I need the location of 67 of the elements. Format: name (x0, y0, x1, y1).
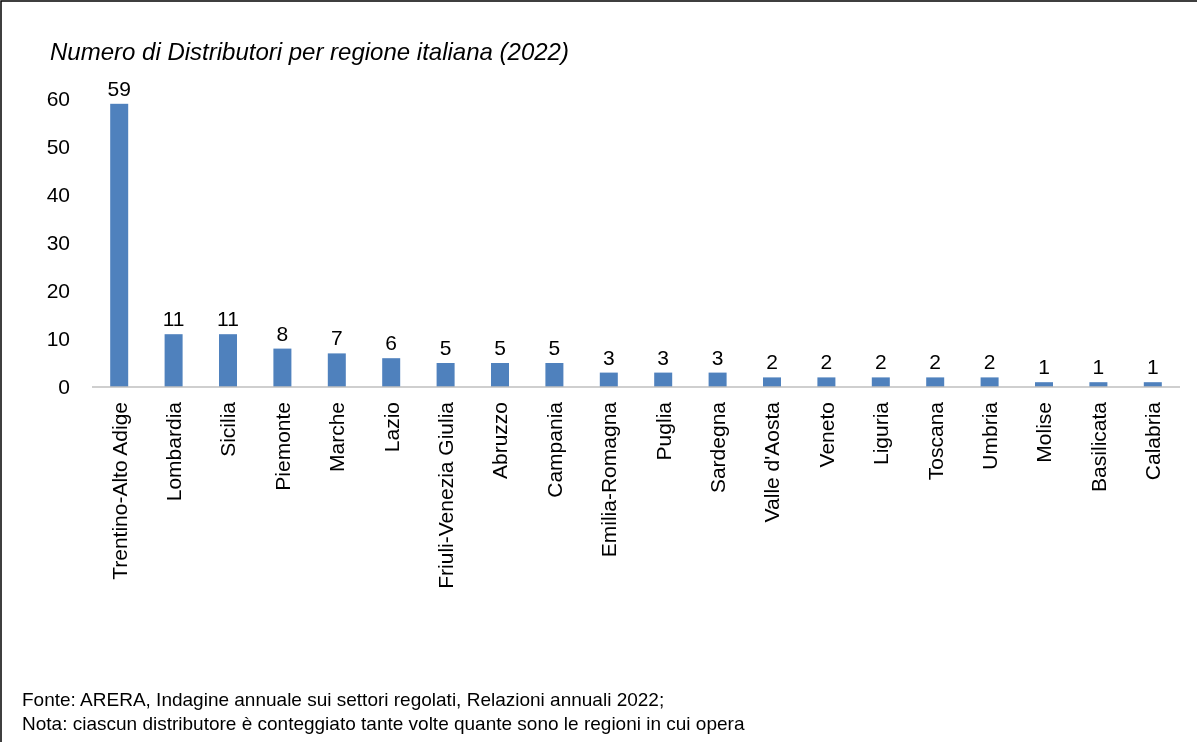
x-tick-label: Campania (542, 401, 566, 498)
y-tick-label: 30 (46, 231, 70, 255)
x-tick-label: Emilia-Romagna (597, 401, 621, 558)
text: Nota: ciascun distributore è conteggiato tante volte quante sono le regioni in cui opera (22, 713, 745, 734)
x-tick-label: Basilicata (1086, 401, 1110, 492)
y-tick-label: 50 (46, 135, 70, 159)
data-label: 1 (1038, 355, 1050, 379)
data-label: 59 (107, 76, 131, 100)
bar (545, 363, 564, 387)
bar (708, 372, 727, 387)
data-label: 1 (1146, 355, 1159, 379)
bar (926, 377, 945, 387)
bar (382, 358, 401, 387)
data-label: 6 (385, 331, 398, 355)
y-tick-label: 10 (46, 327, 70, 351)
x-tick-label: Sicilia (216, 401, 240, 457)
data-label: 2 (820, 350, 833, 374)
data-label: 5 (439, 336, 452, 359)
x-tick-label: Umbria (977, 401, 1001, 470)
data-label: 2 (874, 350, 887, 374)
bar (436, 363, 455, 387)
y-tick-label: 20 (46, 279, 70, 303)
y-tick-label: 0 (58, 375, 70, 399)
data-label: 7 (330, 326, 343, 350)
bar (980, 377, 999, 387)
data-label: 3 (657, 345, 670, 369)
x-tick-label: Valle d'Aosta (760, 401, 784, 523)
x-tick-label: Trentino-Alto Adige (107, 402, 131, 580)
x-tick-label: Puglia (651, 401, 675, 461)
source-note: Fonte: ARERA, Indagine annuale sui settori regolati, Relazioni annuali 2022; (22, 689, 665, 710)
data-label: 3 (711, 345, 724, 369)
data-label: 2 (766, 350, 778, 374)
x-tick-label: Friuli-Venezia Giulia (433, 401, 457, 589)
x-tick-label: Lazio (379, 402, 403, 453)
y-tick-label: 40 (46, 183, 70, 207)
x-tick-label: Piemonte (270, 402, 294, 491)
bar (817, 377, 836, 387)
data-label: 11 (162, 307, 185, 331)
x-tick-label: Marche (325, 402, 349, 473)
data-label: 2 (983, 350, 996, 374)
data-label: 3 (602, 345, 615, 369)
data-label: 5 (494, 336, 506, 359)
data-label: 11 (217, 307, 239, 331)
data-label: 5 (548, 336, 561, 359)
bar (654, 372, 673, 387)
bar (273, 348, 292, 387)
x-tick-label: Veneto (814, 402, 838, 468)
bar (164, 334, 183, 387)
bar (219, 334, 237, 387)
bar (599, 372, 618, 387)
x-tick-label: Liguria (869, 401, 893, 466)
bar (871, 377, 890, 387)
x-tick-label: Calabria (1141, 401, 1165, 481)
bar (327, 353, 346, 387)
x-tick-label: Sardegna (705, 401, 729, 494)
data-label: 1 (1092, 355, 1105, 379)
x-tick-label: Lombardia (161, 401, 185, 502)
x-tick-label: Molise (1032, 402, 1056, 463)
bar (763, 377, 781, 387)
x-tick-label: Toscana (923, 401, 947, 481)
data-label: 8 (276, 321, 289, 345)
y-tick-label: 60 (46, 87, 70, 111)
data-label: 2 (929, 350, 942, 374)
bar (491, 363, 509, 387)
bar (110, 103, 129, 387)
chart-title: Numero di Distributori per regione italiana (2022) (50, 38, 569, 65)
x-tick-label: Abruzzo (488, 402, 512, 480)
